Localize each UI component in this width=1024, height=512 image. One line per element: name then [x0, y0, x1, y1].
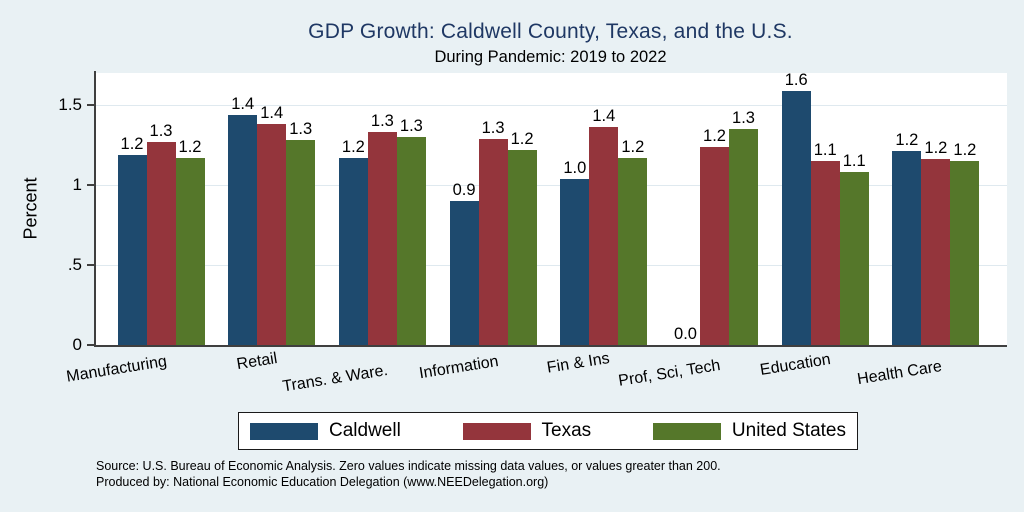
bar-value-label: 0.9	[452, 181, 476, 199]
gridline	[96, 105, 1007, 106]
bar-value-label: 1.2	[703, 126, 726, 145]
chart-title: GDP Growth: Caldwell County, Texas, and …	[308, 20, 793, 43]
bar-value-label: 1.1	[842, 152, 866, 171]
bar: 1.3	[367, 112, 397, 345]
y-axis-line	[94, 71, 96, 347]
y-axis-title: Percent	[20, 177, 41, 240]
bar-group: 1.2 1.2 1.2	[892, 131, 980, 345]
bar: 1.3	[146, 122, 176, 345]
bar: 1.0	[560, 159, 590, 345]
y-tick-label: 0	[72, 335, 82, 354]
bar: 1.3	[286, 120, 316, 345]
bar: 1.2	[950, 141, 980, 345]
legend-label: United States	[731, 420, 846, 441]
bar-group: 0.9 1.3 1.2	[449, 119, 537, 345]
bar-group: 1.2 1.3 1.3	[338, 112, 426, 345]
bar-value-label: 1.3	[732, 109, 755, 127]
x-axis-line	[94, 345, 1007, 347]
x-axis-label: Information	[418, 353, 500, 383]
legend-item-caldwell: Caldwell	[250, 420, 401, 442]
chart-subtitle: During Pandemic: 2019 to 2022	[434, 48, 667, 66]
bar-group: 1.4 1.4 1.3	[228, 95, 316, 345]
bar-group: 1.0 1.4 1.2	[560, 107, 648, 345]
bar-value-label: 1.0	[563, 158, 587, 177]
bar-value-label: 1.4	[592, 107, 616, 126]
bar-value-label: 1.2	[953, 141, 977, 159]
bar-value-label: 1.2	[510, 129, 534, 148]
bar-value-label: 1.3	[289, 120, 313, 139]
bar: 1.3	[729, 109, 758, 345]
x-axis-label: Health Care	[855, 358, 943, 389]
x-axis-label: Retail	[235, 350, 279, 374]
bar: 1.2	[921, 139, 951, 345]
source-note: Source: U.S. Bureau of Economic Analysis…	[96, 459, 721, 490]
legend-item-texas: Texas	[462, 420, 592, 442]
x-axis-label: Prof, Sci, Tech	[616, 357, 722, 390]
bar-value-label: 1.4	[231, 94, 255, 113]
legend-item-united-states: United States	[652, 420, 846, 442]
bar: 1.3	[396, 117, 426, 345]
bar-value-label: 1.2	[621, 137, 645, 156]
bar-value-label: 1.2	[120, 134, 144, 153]
bar-group: 1.6 1.1 1.1	[781, 71, 869, 345]
bar-value-label: 1.3	[399, 117, 423, 135]
legend-label: Caldwell	[329, 420, 401, 441]
bar-group: 0.0 1.2 1.3	[671, 109, 758, 345]
bar: 1.1	[810, 141, 840, 345]
bar: 1.1	[839, 152, 869, 345]
legend-swatch	[462, 422, 531, 440]
legend-swatch	[250, 422, 318, 440]
bar: 1.4	[257, 104, 287, 345]
x-axis-label: Trans. & Ware.	[281, 362, 390, 396]
bar: 1.2	[117, 135, 147, 345]
bar: 1.3	[478, 119, 508, 345]
y-tick-label: .5	[67, 255, 82, 274]
y-tick-label: 1.5	[58, 95, 82, 114]
bar-value-label: 1.2	[895, 131, 919, 150]
bar: 1.4	[589, 107, 619, 345]
bar: 1.2	[892, 131, 922, 345]
bar-value-label: 1.2	[924, 139, 948, 158]
x-axis-label: Fin & Ins	[545, 350, 611, 377]
x-axis-label: Manufacturing	[64, 353, 168, 386]
y-tick-label: 1	[72, 175, 82, 194]
bar-value-label: 0.0	[674, 325, 697, 343]
bar-value-label: 1.2	[341, 137, 365, 156]
bar-value-label: 1.2	[178, 137, 202, 156]
y-tick-mark	[87, 344, 94, 346]
bar-value-label: 1.3	[149, 121, 173, 140]
bar-value-label: 1.3	[481, 118, 505, 137]
bar: 1.2	[338, 138, 368, 345]
bar: 1.2	[507, 130, 537, 345]
bar: 1.2	[618, 138, 648, 345]
bar-value-label: 1.1	[813, 141, 837, 159]
bar: 1.2	[700, 127, 729, 345]
bar-value-label: 1.6	[784, 70, 808, 89]
y-tick-mark	[87, 264, 94, 266]
bar-value-label: 1.4	[260, 104, 284, 123]
legend-label: Texas	[541, 420, 592, 441]
bar: 1.4	[228, 95, 258, 345]
legend: Caldwell Texas United States	[238, 412, 858, 450]
bar-value-label: 1.3	[370, 112, 394, 131]
gridline	[96, 185, 1007, 186]
produced-by-line: Produced by: National Economic Education…	[96, 474, 549, 489]
bar-group: 1.2 1.3 1.2	[117, 122, 205, 345]
gridline	[96, 265, 1007, 266]
y-tick-mark	[87, 104, 94, 106]
bar: 1.6	[781, 71, 811, 345]
bar: 1.2	[175, 138, 205, 345]
bar: 0.9	[449, 181, 479, 345]
source-line: Source: U.S. Bureau of Economic Analysis…	[96, 459, 721, 473]
x-axis-label: Education	[758, 351, 832, 379]
legend-swatch	[652, 422, 721, 440]
y-tick-mark	[87, 184, 94, 186]
